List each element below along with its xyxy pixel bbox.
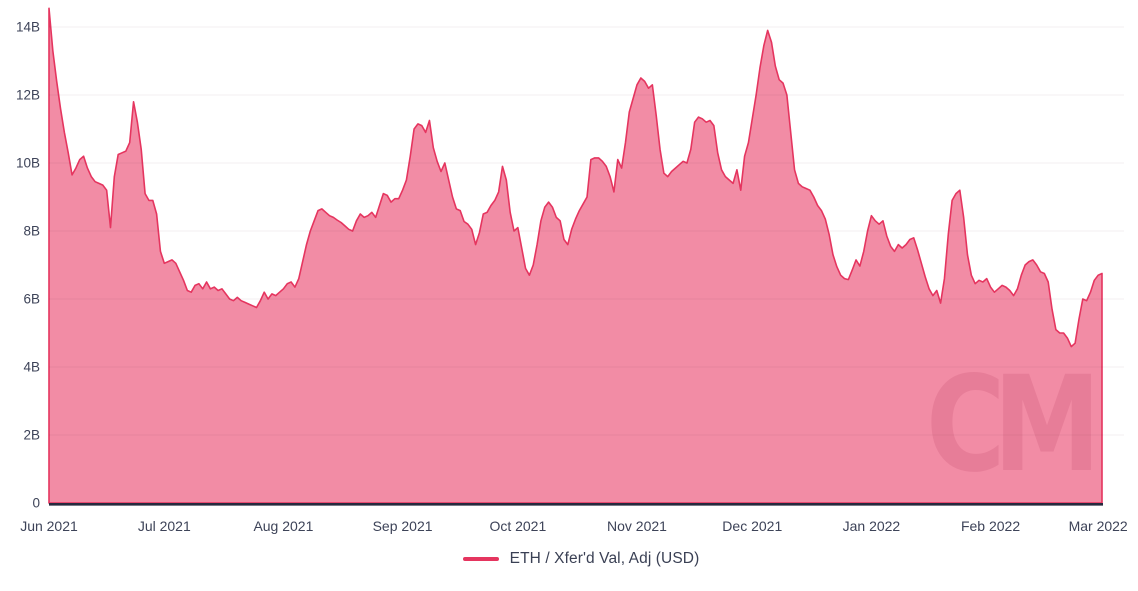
- x-tick-label: Dec 2021: [722, 518, 782, 534]
- x-tick-label: Sep 2021: [373, 518, 433, 534]
- x-tick-label: Oct 2021: [489, 518, 546, 534]
- x-tick-label: Nov 2021: [607, 518, 667, 534]
- y-tick-label: 10B: [16, 156, 40, 171]
- y-tick-label: 4B: [23, 360, 40, 375]
- legend-swatch-icon: [462, 557, 499, 561]
- legend-item-eth[interactable]: ETH / Xfer'd Val, Adj (USD): [462, 550, 700, 568]
- x-tick-label: Jun 2021: [20, 518, 78, 534]
- x-tick-label: Feb 2022: [961, 518, 1020, 534]
- area-series-eth: [48, 7, 1103, 504]
- y-tick-label: 14B: [16, 20, 40, 35]
- x-tick-label: Aug 2021: [253, 518, 313, 534]
- watermark-letter: M: [993, 349, 1101, 502]
- y-tick-label: 2B: [23, 428, 40, 443]
- legend: ETH / Xfer'd Val, Adj (USD): [12, 550, 1138, 568]
- legend-label: ETH / Xfer'd Val, Adj (USD): [509, 550, 700, 567]
- watermark-letter: C: [926, 349, 1005, 502]
- y-tick-label: 12B: [16, 88, 40, 103]
- x-tick-label: Mar 2022: [1069, 518, 1128, 534]
- y-tick-label: 8B: [23, 224, 40, 239]
- x-tick-label: Jul 2021: [138, 518, 191, 534]
- watermark-logo: CM: [926, 349, 1101, 502]
- y-tick-label: 6B: [23, 292, 40, 307]
- x-tick-label: Jan 2022: [843, 518, 901, 534]
- y-tick-label: 0: [32, 496, 40, 511]
